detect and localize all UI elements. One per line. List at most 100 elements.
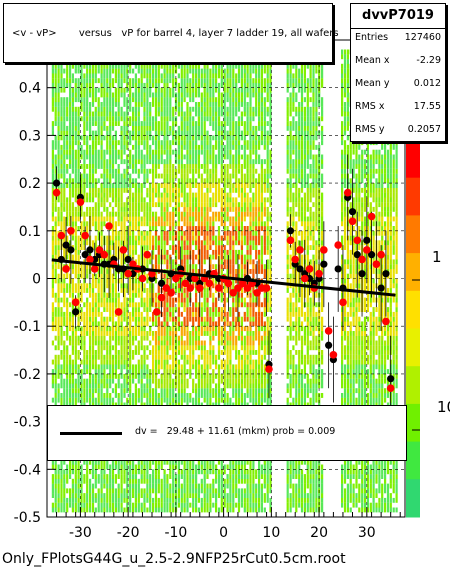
- heat-cell: [123, 173, 126, 179]
- heat-cell: [215, 211, 218, 217]
- heat-cell: [132, 121, 135, 126]
- heat-cell: [94, 350, 97, 355]
- heat-cell: [71, 135, 74, 141]
- heat-cell: [143, 321, 146, 327]
- heat-cell: [177, 111, 180, 117]
- heat-cell: [106, 383, 109, 389]
- heat-cell: [183, 140, 186, 146]
- heat-cell: [120, 497, 123, 503]
- heat-cell: [163, 202, 166, 208]
- heat-cell: [177, 140, 180, 146]
- heat-cell: [123, 121, 126, 126]
- heat-cell: [71, 345, 74, 351]
- heat-cell: [109, 149, 112, 155]
- heat-cell: [169, 283, 172, 289]
- heat-cell: [91, 483, 95, 489]
- heat-cell: [200, 111, 203, 117]
- heat-cell: [192, 402, 195, 408]
- heat-cell: [172, 140, 175, 146]
- heat-cell: [126, 311, 129, 317]
- heat-cell: [157, 183, 160, 188]
- heat-cell: [109, 73, 112, 79]
- heat-cell: [129, 350, 132, 355]
- heat-cell: [206, 97, 209, 103]
- heat-cell: [134, 321, 137, 327]
- heat-cell: [166, 130, 169, 136]
- heat-cell: [140, 369, 143, 374]
- heat-cell: [163, 102, 166, 107]
- heat-cell: [54, 240, 57, 246]
- heat-cell: [152, 178, 155, 184]
- heat-cell: [109, 307, 112, 312]
- heat-cell: [83, 402, 86, 408]
- heat-cell: [63, 311, 66, 317]
- heat-cell: [197, 78, 200, 84]
- heat-cell: [91, 302, 95, 308]
- heat-cell: [71, 502, 74, 508]
- heat-cell: [169, 507, 172, 513]
- heat-cell: [169, 464, 172, 470]
- heat-cell: [123, 474, 126, 479]
- heat-cell: [172, 135, 175, 141]
- heat-cell: [120, 92, 123, 98]
- heat-cell: [157, 302, 160, 308]
- heat-cell: [143, 140, 146, 146]
- heat-cell: [94, 164, 97, 169]
- heat-cell: [152, 345, 155, 351]
- heat-cell: [51, 125, 54, 131]
- heat-cell: [137, 102, 140, 107]
- heat-cell: [203, 197, 206, 203]
- heat-cell: [195, 316, 198, 322]
- heat-cell: [74, 230, 77, 236]
- heat-cell: [160, 497, 163, 503]
- heat-cell: [209, 335, 212, 341]
- heat-cell: [140, 393, 143, 398]
- heat-cell: [183, 288, 186, 293]
- heat-cell: [117, 230, 120, 236]
- heat-cell: [137, 478, 140, 484]
- heat-cell: [143, 240, 146, 246]
- heat-cell: [123, 254, 126, 260]
- heat-cell: [109, 288, 112, 293]
- heat-cell: [117, 173, 120, 179]
- heat-cell: [143, 469, 146, 475]
- heat-cell: [192, 311, 195, 317]
- heat-cell: [57, 307, 60, 312]
- heat-cell: [134, 154, 137, 160]
- heat-cell: [66, 283, 69, 289]
- heat-cell: [97, 202, 100, 208]
- heat-cell: [109, 164, 112, 169]
- heat-cell: [109, 345, 112, 351]
- heat-cell: [134, 121, 137, 126]
- heat-cell: [163, 63, 166, 69]
- heat-cell: [77, 292, 80, 298]
- heat-cell: [186, 168, 189, 174]
- heat-cell: [60, 226, 63, 231]
- heat-cell: [215, 249, 218, 255]
- heat-cell: [89, 144, 92, 150]
- heat-cell: [169, 183, 172, 188]
- heat-cell: [215, 397, 218, 403]
- heat-cell: [80, 92, 83, 98]
- heat-cell: [146, 311, 149, 317]
- heat-cell: [140, 297, 143, 303]
- heat-cell: [166, 111, 169, 117]
- heat-cell: [220, 459, 223, 465]
- heat-cell: [157, 259, 160, 265]
- heat-cell: [106, 168, 109, 174]
- heat-cell: [117, 488, 120, 494]
- heat-cell: [217, 97, 221, 103]
- heat-cell: [186, 245, 189, 250]
- heat-cell: [152, 369, 155, 374]
- heat-cell: [123, 493, 126, 498]
- heat-cell: [146, 292, 149, 298]
- heat-cell: [149, 154, 152, 160]
- heat-cell: [83, 326, 86, 332]
- heat-cell: [86, 393, 89, 398]
- heat-cell: [177, 73, 180, 79]
- heat-cell: [114, 278, 117, 284]
- heat-cell: [174, 331, 178, 336]
- heat-cell: [71, 159, 74, 165]
- heat-cell: [57, 130, 60, 136]
- heat-cell: [157, 507, 160, 513]
